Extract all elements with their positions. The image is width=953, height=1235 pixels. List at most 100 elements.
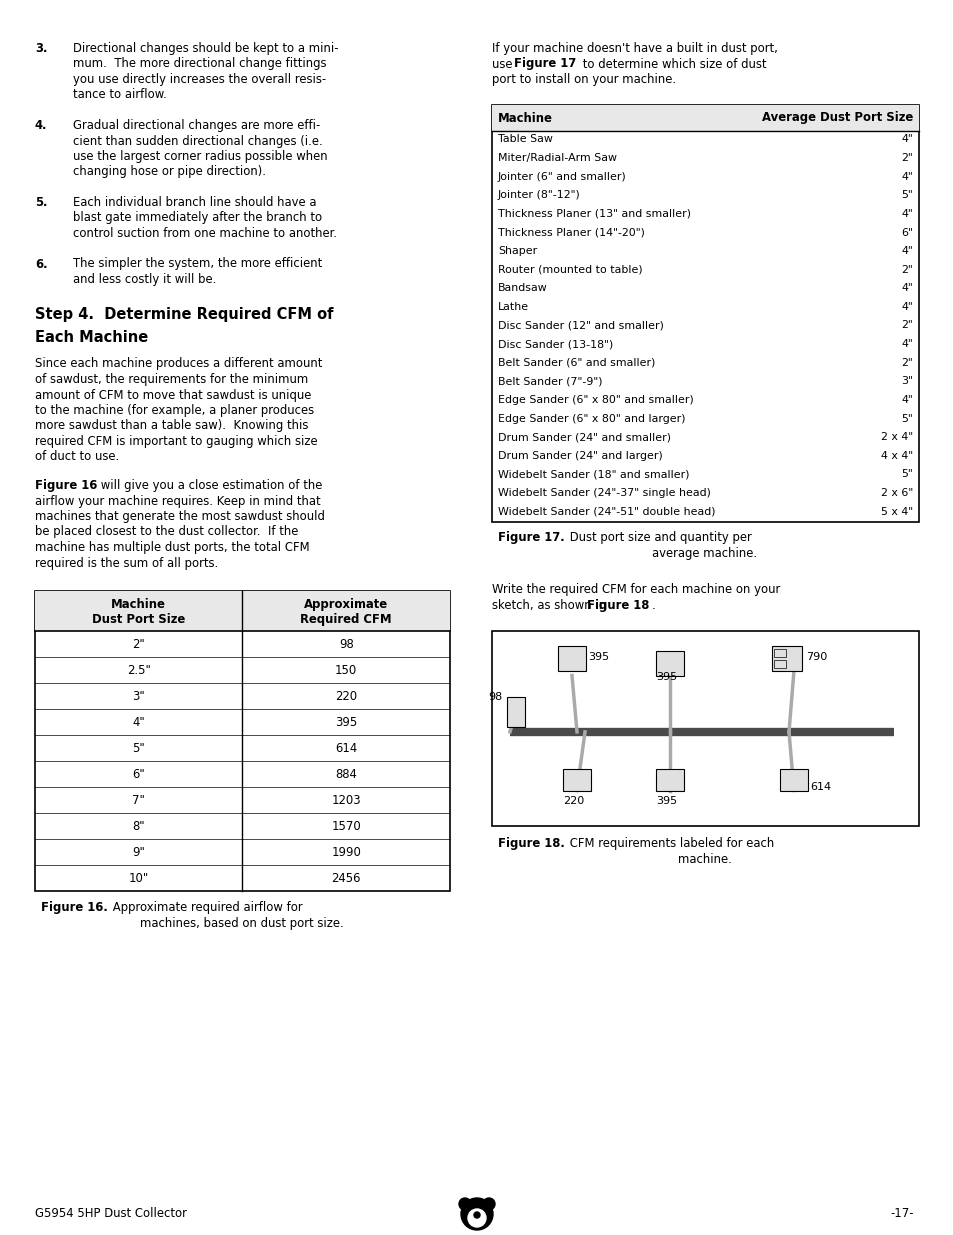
Text: 10": 10" — [129, 872, 149, 885]
Text: Dust Port Size: Dust Port Size — [92, 613, 185, 626]
Text: G5954 5HP Dust Collector: G5954 5HP Dust Collector — [35, 1207, 187, 1220]
Text: Edge Sander (6" x 80" and smaller): Edge Sander (6" x 80" and smaller) — [497, 395, 693, 405]
Text: 220: 220 — [335, 690, 357, 703]
Text: 395: 395 — [335, 716, 357, 729]
Text: Drum Sander (24" and larger): Drum Sander (24" and larger) — [497, 451, 662, 461]
Text: Figure 17: Figure 17 — [514, 58, 576, 70]
Text: Bandsaw: Bandsaw — [497, 283, 547, 293]
Text: 5": 5" — [901, 414, 912, 424]
Text: Drum Sander (24" and smaller): Drum Sander (24" and smaller) — [497, 432, 670, 442]
Text: Each Machine: Each Machine — [35, 330, 148, 345]
Text: 2": 2" — [901, 321, 912, 331]
Text: If your machine doesn't have a built in dust port,: If your machine doesn't have a built in … — [492, 42, 777, 56]
Text: 395: 395 — [656, 672, 677, 682]
Text: 8": 8" — [132, 820, 145, 832]
Text: Lathe: Lathe — [497, 301, 529, 312]
Text: use the largest corner radius possible when: use the largest corner radius possible w… — [73, 149, 327, 163]
Text: machine.: machine. — [678, 853, 731, 866]
Text: 5": 5" — [901, 190, 912, 200]
Text: Thickness Planer (14"-20"): Thickness Planer (14"-20") — [497, 227, 644, 237]
Text: Average Dust Port Size: Average Dust Port Size — [760, 111, 912, 125]
Text: Disc Sander (12" and smaller): Disc Sander (12" and smaller) — [497, 321, 663, 331]
Text: 884: 884 — [335, 768, 356, 781]
Text: 2": 2" — [901, 358, 912, 368]
Text: 2": 2" — [901, 264, 912, 274]
Text: of duct to use.: of duct to use. — [35, 451, 119, 463]
Text: 2": 2" — [901, 153, 912, 163]
Text: airflow your machine requires. Keep in mind that: airflow your machine requires. Keep in m… — [35, 494, 320, 508]
Text: Jointer (8"-12"): Jointer (8"-12") — [497, 190, 580, 200]
Text: of sawdust, the requirements for the minimum: of sawdust, the requirements for the min… — [35, 373, 308, 387]
Text: Router (mounted to table): Router (mounted to table) — [497, 264, 642, 274]
Text: 4 x 4": 4 x 4" — [880, 451, 912, 461]
Text: 3": 3" — [132, 690, 145, 703]
Bar — [780, 768, 807, 790]
Text: required is the sum of all ports.: required is the sum of all ports. — [35, 557, 218, 569]
Text: 220: 220 — [562, 795, 583, 805]
Text: Table Saw: Table Saw — [497, 135, 553, 144]
Text: changing hose or pipe direction).: changing hose or pipe direction). — [73, 165, 266, 179]
Text: tance to airflow.: tance to airflow. — [73, 89, 167, 101]
Text: 614: 614 — [335, 742, 357, 755]
Text: 9": 9" — [132, 846, 145, 860]
Text: 4": 4" — [901, 301, 912, 312]
Bar — [506, 697, 524, 727]
Text: Shaper: Shaper — [497, 246, 537, 256]
Text: to the machine (for example, a planer produces: to the machine (for example, a planer pr… — [35, 404, 314, 417]
Text: use: use — [492, 58, 516, 70]
Bar — [656, 651, 683, 676]
Text: Widebelt Sander (24"-37" single head): Widebelt Sander (24"-37" single head) — [497, 488, 710, 498]
Text: Machine: Machine — [112, 598, 166, 611]
Text: 3": 3" — [901, 377, 912, 387]
Text: Figure 18.: Figure 18. — [497, 837, 564, 851]
Text: Machine: Machine — [497, 111, 553, 125]
Text: 5": 5" — [132, 742, 145, 755]
Text: Widebelt Sander (24"-51" double head): Widebelt Sander (24"-51" double head) — [497, 506, 715, 516]
Text: 4": 4" — [901, 172, 912, 182]
Text: 395: 395 — [656, 795, 677, 805]
Text: mum.  The more directional change fittings: mum. The more directional change fitting… — [73, 58, 326, 70]
Text: you use directly increases the overall resis-: you use directly increases the overall r… — [73, 73, 326, 86]
Bar — [562, 768, 590, 790]
Text: Gradual directional changes are more effi-: Gradual directional changes are more eff… — [73, 119, 320, 132]
Text: 4": 4" — [901, 135, 912, 144]
Text: -17-: -17- — [889, 1207, 913, 1220]
Bar — [771, 646, 801, 671]
Text: 6": 6" — [132, 768, 145, 781]
Text: Directional changes should be kept to a mini-: Directional changes should be kept to a … — [73, 42, 338, 56]
Text: machine has multiple dust ports, the total CFM: machine has multiple dust ports, the tot… — [35, 541, 310, 555]
Text: CFM requirements labeled for each: CFM requirements labeled for each — [565, 837, 774, 851]
Text: 4": 4" — [901, 283, 912, 293]
Text: 5.: 5. — [35, 196, 48, 209]
Bar — [773, 648, 785, 657]
Text: amount of CFM to move that sawdust is unique: amount of CFM to move that sawdust is un… — [35, 389, 311, 401]
Text: Step 4.  Determine Required CFM of: Step 4. Determine Required CFM of — [35, 308, 334, 322]
Text: be placed closest to the dust collector.  If the: be placed closest to the dust collector.… — [35, 526, 298, 538]
Text: Edge Sander (6" x 80" and larger): Edge Sander (6" x 80" and larger) — [497, 414, 685, 424]
Text: Approximate required airflow for: Approximate required airflow for — [109, 902, 302, 914]
Text: Figure 17.: Figure 17. — [497, 531, 564, 545]
Circle shape — [460, 1198, 493, 1230]
Circle shape — [458, 1198, 471, 1210]
Text: blast gate immediately after the branch to: blast gate immediately after the branch … — [73, 211, 322, 225]
Text: Figure 18: Figure 18 — [586, 599, 649, 613]
Text: port to install on your machine.: port to install on your machine. — [492, 73, 676, 86]
Text: 4": 4" — [901, 395, 912, 405]
Text: Approximate: Approximate — [304, 598, 388, 611]
Text: Dust port size and quantity per: Dust port size and quantity per — [565, 531, 751, 545]
Bar — [773, 659, 785, 667]
Text: 790: 790 — [805, 652, 826, 662]
Text: Figure 16.: Figure 16. — [41, 902, 108, 914]
Text: machines, based on dust port size.: machines, based on dust port size. — [140, 916, 343, 930]
Text: 6": 6" — [901, 227, 912, 237]
Text: 98: 98 — [488, 692, 502, 701]
Text: sketch, as shown in: sketch, as shown in — [492, 599, 609, 613]
Text: 2 x 6": 2 x 6" — [880, 488, 912, 498]
Text: Figure 16: Figure 16 — [35, 479, 97, 492]
Text: Thickness Planer (13" and smaller): Thickness Planer (13" and smaller) — [497, 209, 690, 219]
Text: 5 x 4": 5 x 4" — [880, 506, 912, 516]
Text: 5": 5" — [901, 469, 912, 479]
Text: The simpler the system, the more efficient: The simpler the system, the more efficie… — [73, 258, 322, 270]
Text: 1203: 1203 — [331, 794, 360, 806]
Circle shape — [482, 1198, 495, 1210]
